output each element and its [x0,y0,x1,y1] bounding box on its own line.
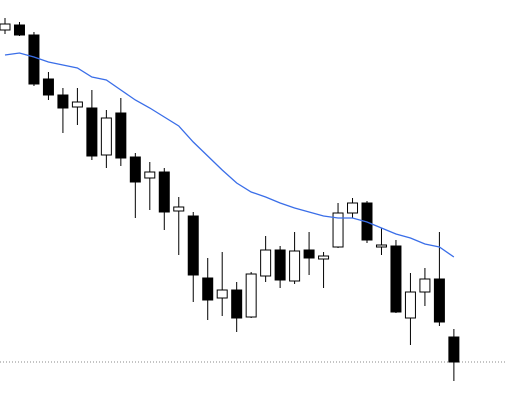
candle-body [57,94,69,109]
candle-body [245,273,257,318]
candle-body [202,277,214,301]
candle-body [187,215,199,276]
candle-body [419,278,431,293]
candle-body [390,245,402,313]
candle-body [28,34,40,85]
candle-body [347,202,359,214]
candle-body [0,23,11,31]
candle-body [158,171,170,213]
candle-body [303,249,315,259]
candle-body [42,78,54,96]
candle-body [332,212,344,248]
candle-body [404,291,416,319]
candle-body [318,255,330,260]
candle-body [448,336,460,363]
candle-body [115,112,127,159]
candle-body [86,107,98,157]
candle-body [71,101,83,108]
candle-body [375,244,387,248]
candle-body [260,249,272,277]
candle-body [289,250,301,282]
candle-body [433,278,445,323]
candle-body [216,289,228,299]
candle-body [173,206,185,212]
candle-body [144,171,156,179]
moving-average-line [4,52,455,258]
candle-body [13,24,25,36]
candle-body [274,249,286,281]
candle-body [100,117,112,156]
candle-body [231,289,243,319]
candle-body [129,156,141,183]
